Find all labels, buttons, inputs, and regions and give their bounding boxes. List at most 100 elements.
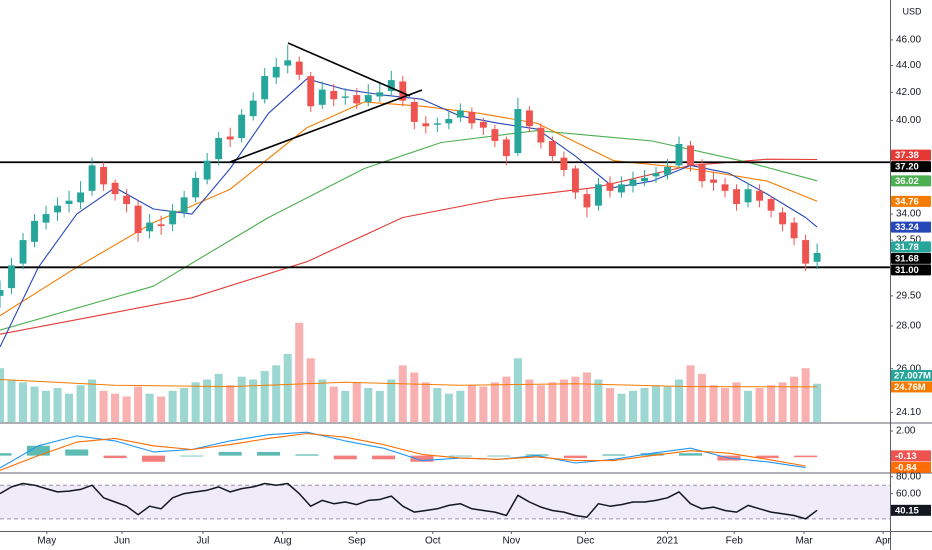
macd-signal-line	[0, 432, 806, 471]
candle-layer	[0, 44, 821, 308]
volume-bar	[398, 365, 407, 422]
macd-histogram-bar	[410, 455, 434, 462]
candle-body	[422, 123, 430, 127]
volume-bar	[594, 379, 603, 422]
volume-bar	[134, 386, 143, 422]
x-tick-label: Dec	[577, 536, 595, 547]
volume-bar	[744, 390, 753, 422]
price-label-box	[891, 264, 931, 276]
volume-bar	[0, 368, 5, 422]
volume-bar	[697, 373, 707, 422]
volume-bar	[191, 382, 200, 422]
macd-histogram-bar	[640, 453, 664, 456]
volume-bar	[444, 393, 453, 422]
candle-body	[629, 179, 637, 186]
volume-ma-label-box	[891, 381, 932, 393]
candle-body	[65, 200, 73, 204]
volume-bar	[732, 382, 741, 422]
volume-bar	[76, 385, 85, 422]
price-label: 31.78	[895, 242, 919, 253]
candle-body	[353, 95, 361, 104]
macd-histogram-bar	[487, 455, 511, 457]
price-label-box	[891, 161, 931, 173]
candle-body	[479, 121, 487, 128]
candle-body	[318, 89, 326, 105]
rsi-label-box	[891, 504, 931, 516]
volume-bar	[651, 385, 661, 422]
candle-body	[387, 80, 395, 91]
macd-histogram-bar	[679, 453, 703, 456]
volume-bar	[813, 383, 822, 422]
candle-body	[698, 163, 706, 182]
volume-bar	[226, 385, 235, 422]
candle-body	[307, 76, 315, 107]
candle-body	[675, 143, 683, 166]
candle-body	[537, 127, 545, 143]
drawing-layer	[229, 42, 423, 163]
price-label-box	[891, 149, 931, 161]
volume-bar	[122, 396, 131, 422]
candle-body	[42, 214, 50, 223]
candle-body	[192, 177, 200, 198]
price-label-box	[891, 252, 931, 264]
macd-histogram-bar	[257, 451, 281, 456]
volume-bar	[479, 386, 488, 422]
volume-bar	[467, 385, 476, 422]
macd-histogram-bar	[333, 455, 357, 460]
trend-line	[287, 42, 411, 97]
candle-body	[0, 290, 4, 296]
x-tick-label: Aug	[274, 536, 292, 547]
candle-body	[548, 140, 556, 157]
macd-label-box	[891, 450, 931, 462]
x-tick-label: Jul	[197, 536, 210, 547]
volume-bar	[686, 365, 695, 422]
macd-histogram-bar	[103, 455, 127, 459]
volume-bar	[214, 373, 223, 422]
y-tick-label: 34.00	[896, 209, 921, 220]
x-tick-label: Mar	[795, 536, 813, 547]
candle-body	[295, 61, 303, 75]
volume-bar	[709, 385, 718, 422]
y-tick-label: 80.00	[896, 471, 921, 482]
volume-bar	[99, 390, 108, 422]
candle-body	[364, 95, 372, 103]
volume-ma-line	[0, 379, 818, 388]
volume-bar	[111, 393, 120, 422]
volume-label: 27.007M	[894, 370, 931, 381]
candle-body	[664, 166, 671, 175]
volume-bar	[721, 388, 730, 422]
candle-body	[594, 184, 602, 206]
y-tick-label: 44.00	[896, 60, 921, 71]
volume-bar	[88, 379, 97, 422]
candle-body	[376, 92, 384, 97]
price-label: 37.38	[895, 150, 919, 161]
volume-bar	[65, 393, 74, 422]
candle-body	[433, 123, 441, 125]
y-tick-label: 26.00	[896, 363, 921, 374]
macd-histogram-bar	[563, 455, 587, 459]
rsi-band	[0, 485, 890, 519]
y-tick-label: 60.00	[896, 488, 921, 499]
candle-body	[767, 199, 775, 211]
candle-body	[583, 194, 591, 208]
volume-bar	[536, 385, 545, 422]
volume-bar	[329, 386, 338, 422]
volume-bar	[513, 358, 522, 422]
volume-bar	[295, 322, 304, 422]
candle-body	[710, 179, 717, 183]
x-tick-label: Sep	[348, 536, 366, 547]
volume-bar	[42, 390, 51, 422]
volume-bar	[778, 382, 787, 422]
candle-body	[88, 165, 96, 191]
candle-body	[146, 222, 154, 232]
volume-layer	[0, 322, 822, 422]
candle-body	[721, 184, 729, 191]
volume-bar	[548, 382, 557, 422]
rsi-label: 40.15	[895, 505, 919, 516]
x-tick-label: Nov	[502, 536, 520, 547]
trend-line	[229, 89, 423, 163]
candle-body	[249, 100, 257, 117]
candle-body	[491, 129, 499, 141]
candle-body	[468, 111, 476, 124]
